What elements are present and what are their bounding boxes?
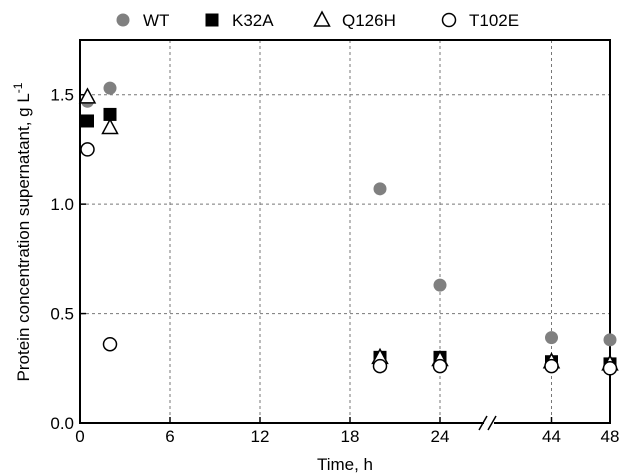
x-tick-label: 0 <box>75 427 84 446</box>
legend-marker <box>116 13 130 27</box>
y-tick-label: 0.5 <box>50 305 74 324</box>
x-tick-label: 24 <box>431 427 450 446</box>
legend-marker <box>441 12 457 28</box>
series-q126h <box>78 87 619 371</box>
x-axis-label: Time, h <box>317 455 373 473</box>
y-axis-label: Protein concentration supernatant, g L-1 <box>11 82 33 381</box>
data-point <box>544 358 559 374</box>
legend: WT K32A Q126H T102E <box>116 10 519 30</box>
data-point <box>103 81 117 95</box>
y-axis-label-superscript: -1 <box>11 82 25 93</box>
legend-item: K32A <box>205 11 274 30</box>
x-tick-label: 18 <box>341 427 360 446</box>
data-point <box>373 182 387 196</box>
legend-item: T102E <box>441 11 519 30</box>
legend-label: K32A <box>232 11 274 30</box>
series-t102e <box>80 142 618 376</box>
x-axis-ticks: 0 6 12 18 24 44 48 <box>75 417 619 446</box>
y-tick-label: 0.0 <box>50 414 74 433</box>
y-axis-ticks: 0.0 0.5 1.0 1.5 <box>50 86 86 433</box>
data-point <box>101 117 119 135</box>
x-axis-break-gap <box>484 419 494 427</box>
data-point <box>102 336 118 352</box>
y-tick-label: 1.5 <box>50 86 74 105</box>
data-point <box>80 142 95 157</box>
legend-label: WT <box>143 11 169 30</box>
data-point <box>78 87 97 104</box>
grid-lines <box>80 40 610 423</box>
plot-frame <box>79 39 611 424</box>
x-axis-break-slash <box>478 415 488 431</box>
legend-item: WT <box>116 11 169 30</box>
legend-label: T102E <box>469 11 519 30</box>
x-tick-label: 44 <box>542 427 561 446</box>
legend-marker <box>205 13 219 27</box>
y-axis-label-main: Protein concentration supernatant, g L <box>14 93 33 381</box>
series-wt <box>81 81 617 347</box>
legend-marker <box>313 10 331 27</box>
x-tick-label: 48 <box>601 427 620 446</box>
y-tick-label: 1.0 <box>50 195 74 214</box>
data-point <box>602 361 618 376</box>
x-axis-break-marker <box>478 415 497 431</box>
data-point <box>545 331 558 345</box>
x-axis-break-slash <box>487 415 497 431</box>
x-tick-label: 6 <box>165 427 174 446</box>
series-k32a <box>81 107 617 371</box>
data-point <box>433 278 447 292</box>
x-tick-label: 12 <box>251 427 270 446</box>
data-point <box>432 358 448 374</box>
data-point <box>603 333 617 347</box>
data-point <box>81 114 94 128</box>
legend-label: Q126H <box>342 11 396 30</box>
legend-item: Q126H <box>313 10 396 30</box>
data-points <box>78 81 619 376</box>
data-point <box>103 107 117 121</box>
data-point <box>372 358 388 374</box>
